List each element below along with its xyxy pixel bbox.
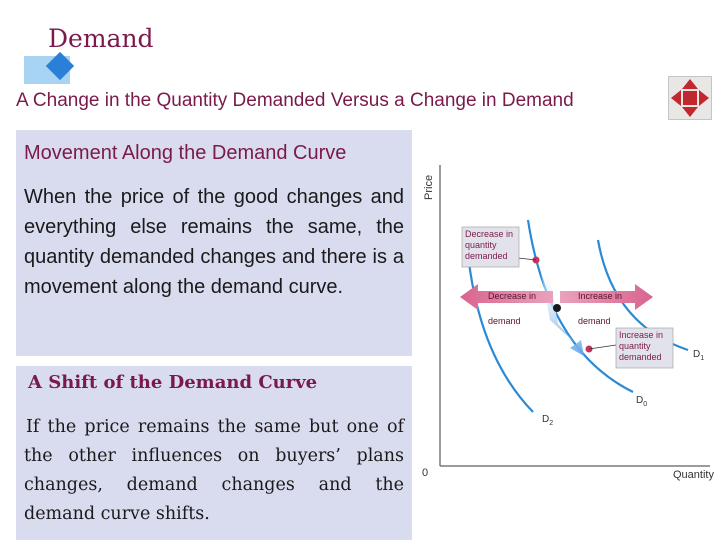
increase-demand-label-1: Increase in — [578, 291, 622, 301]
shift-heading: A Shift of the Demand Curve — [28, 372, 318, 393]
movement-body: When the price of the good changes and e… — [24, 186, 404, 298]
callout-decrease-line1: Decrease in — [465, 229, 513, 239]
callout-decrease-line2: quantity — [465, 240, 497, 250]
callout-decrease-leader — [517, 257, 537, 261]
curve-label-d1: D1 — [693, 349, 704, 362]
decrease-demand-label-1: Decrease in — [488, 291, 536, 301]
movement-heading: Movement Along the Demand Curve — [24, 142, 347, 164]
callout-increase-leader — [588, 344, 617, 350]
decrease-demand-arrow — [460, 284, 553, 310]
move-arrows-icon[interactable] — [668, 76, 712, 120]
increase-demand-label-2: demand — [578, 316, 611, 326]
movement-along-arrow — [540, 268, 584, 356]
demand-curve-d0 — [526, 219, 634, 393]
shift-body: If the price remains the same but one of… — [24, 417, 404, 524]
callout-decrease-box — [461, 226, 520, 268]
y-axis-label: Price — [423, 175, 435, 200]
page-subtitle: A Change in the Quantity Demanded Versus… — [16, 90, 574, 111]
callout-increase-line3: demanded — [619, 352, 662, 362]
callout-increase-box — [615, 327, 674, 369]
increase-demand-arrow — [560, 284, 653, 310]
movement-box: Movement Along the Demand Curve When the… — [16, 130, 412, 356]
demand-diagram: Price Quantity 0 Decrease in quantity de… — [422, 165, 714, 481]
decrease-demand-label-2: demand — [488, 316, 521, 326]
callout-decrease-line3: demanded — [465, 251, 508, 261]
shift-box: A Shift of the Demand Curve If the price… — [16, 366, 412, 540]
page-title: Demand — [48, 24, 154, 53]
curve-label-d2: D2 — [542, 414, 553, 427]
x-axis-label: Quantity — [673, 469, 714, 481]
callout-increase-line1: Increase in — [619, 330, 663, 340]
origin-label: 0 — [422, 467, 428, 479]
callout-increase-line2: quantity — [619, 341, 651, 351]
curve-label-d0: D0 — [636, 395, 647, 408]
point-middle — [553, 304, 561, 312]
